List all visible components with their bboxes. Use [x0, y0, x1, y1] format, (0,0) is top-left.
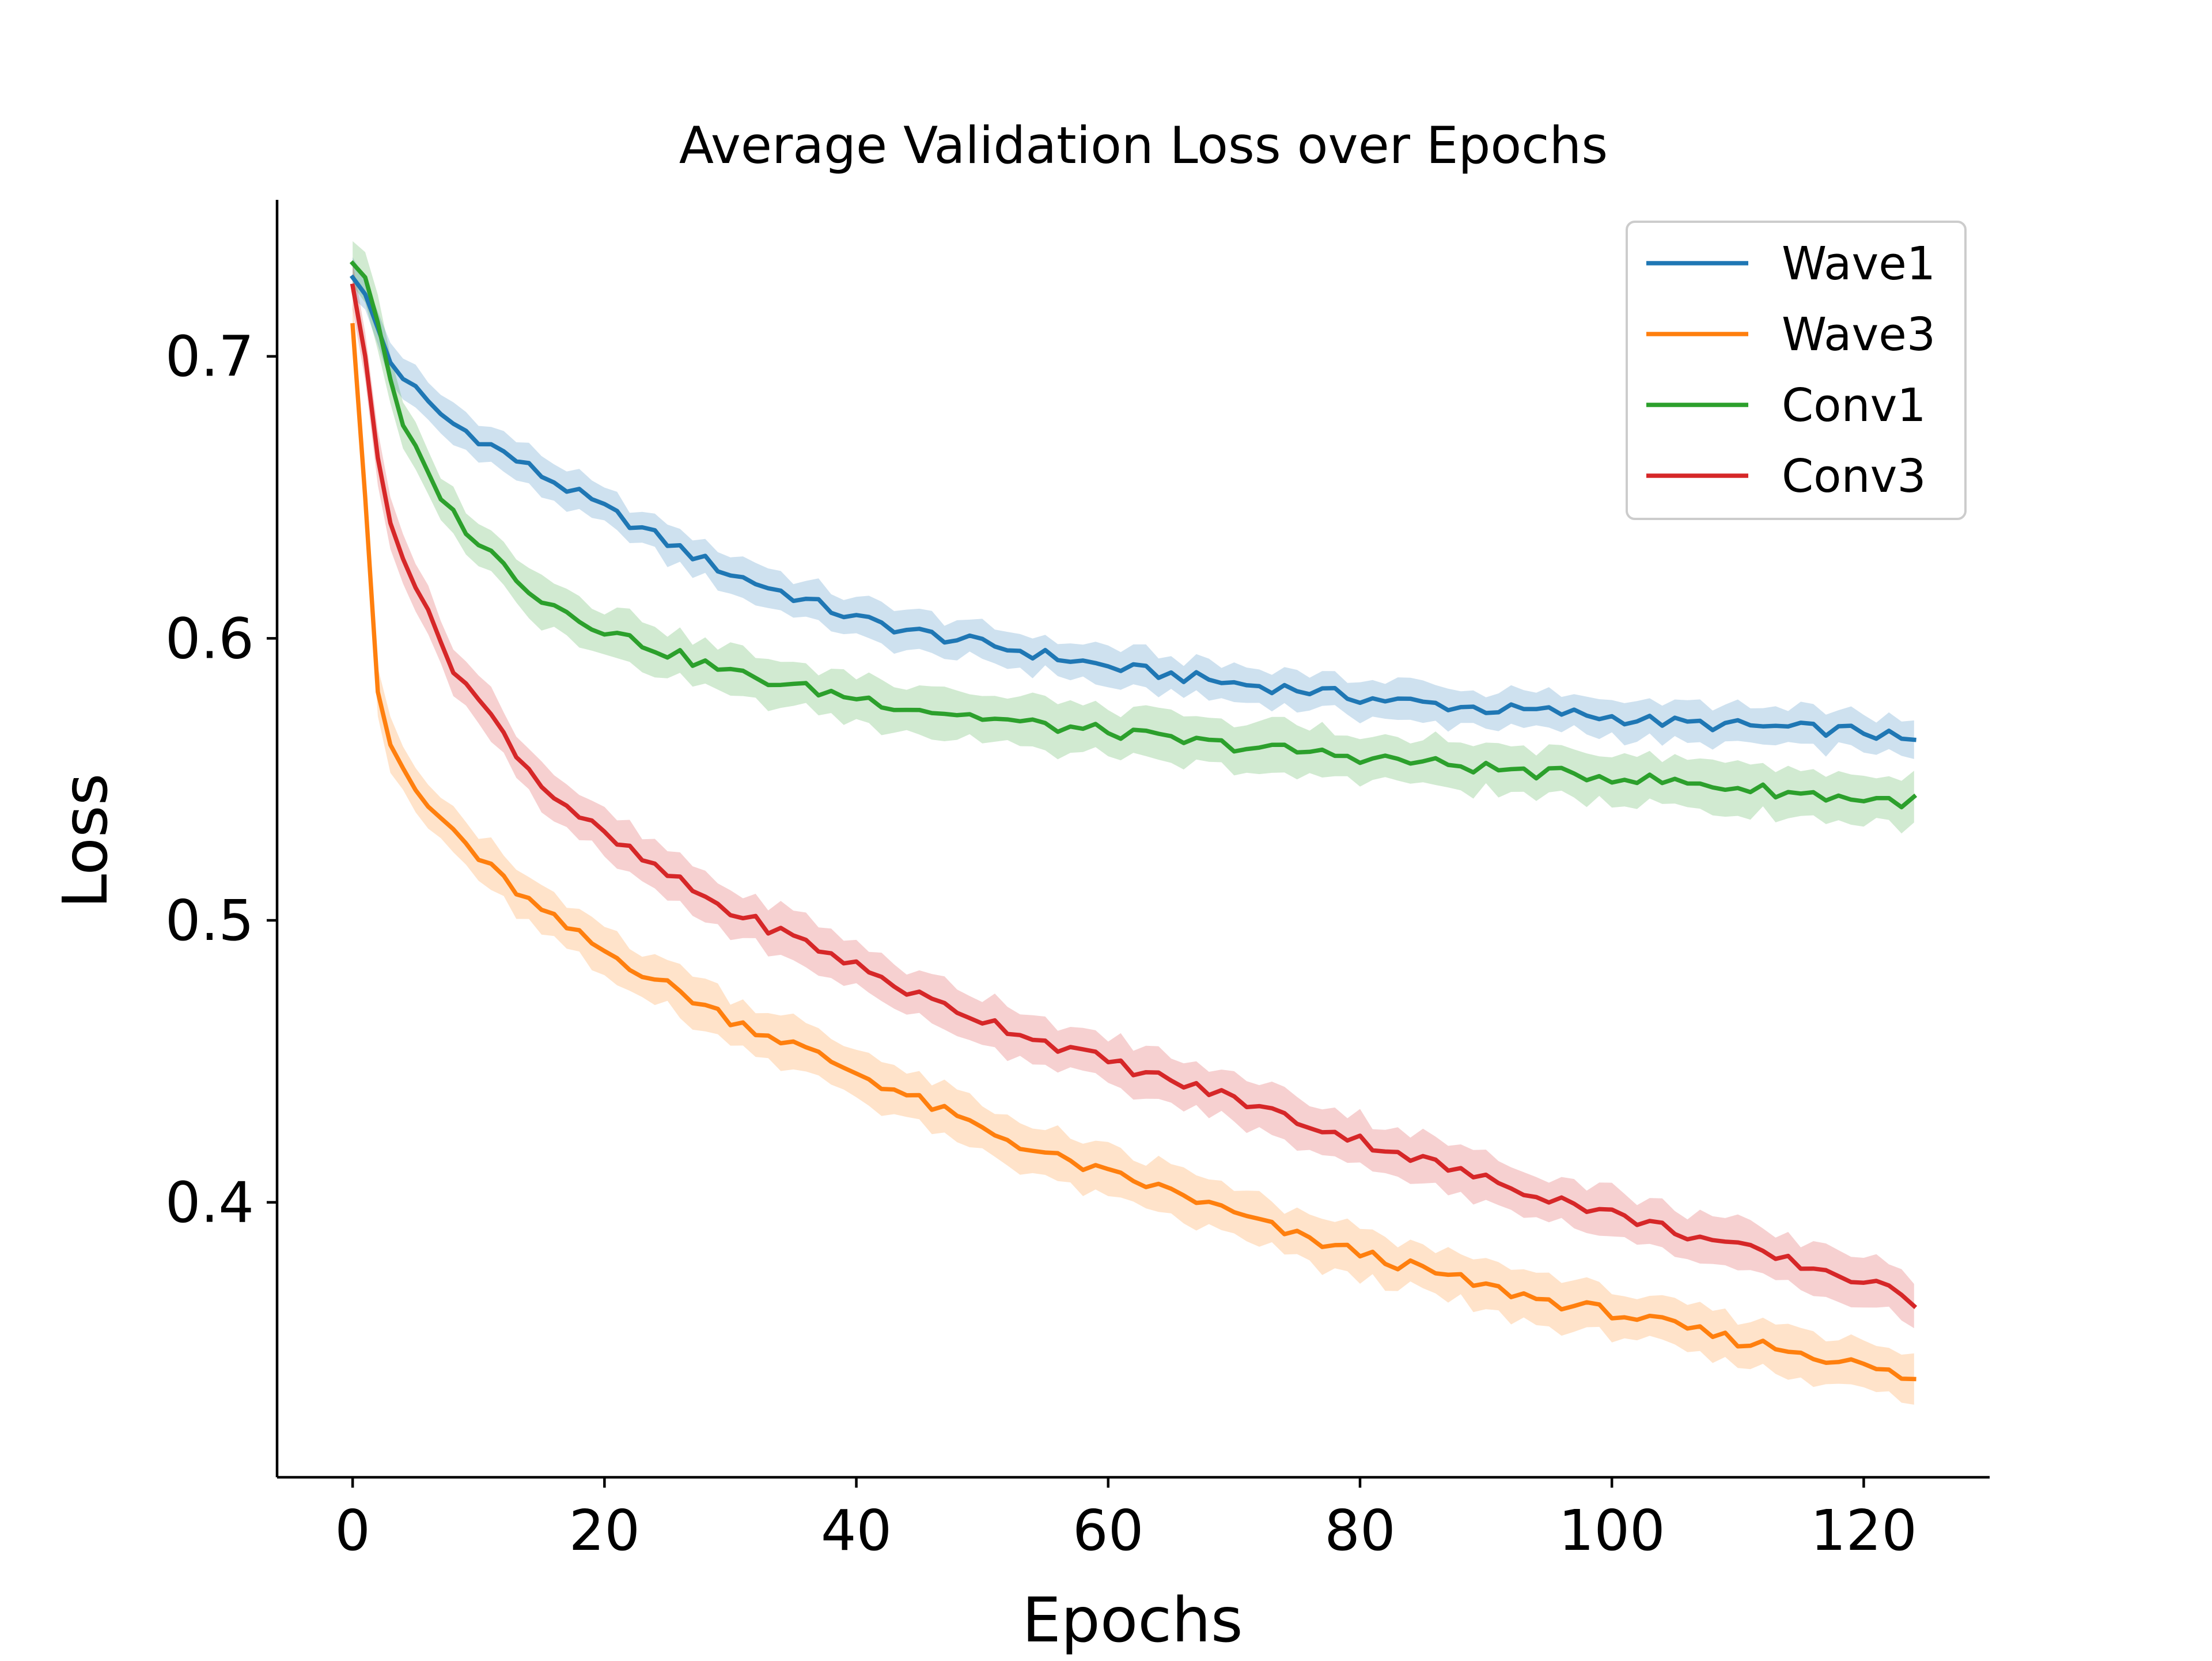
legend-label: Conv3	[1782, 450, 1926, 503]
y-axis-label: Loss	[50, 773, 122, 909]
x-tick-label: 60	[1073, 1498, 1143, 1563]
band-wave3	[353, 301, 1914, 1405]
confidence-bands	[353, 241, 1914, 1405]
y-tick-label: 0.6	[165, 606, 254, 671]
series-line-wave3	[350, 323, 1916, 1382]
band-wave1	[353, 257, 1914, 759]
x-tick-label: 20	[569, 1498, 640, 1563]
y-tick-label: 0.4	[165, 1170, 254, 1235]
series-lines	[349, 260, 1918, 1382]
band-conv1	[353, 241, 1914, 834]
y-tick-label: 0.5	[165, 888, 254, 953]
legend: Wave1 Wave3 Conv1 Conv3	[1626, 221, 1967, 520]
x-tick-label: 120	[1810, 1498, 1917, 1563]
chart-title: Average Validation Loss over Epochs	[679, 116, 1608, 175]
x-ticks: 0 20 40 60 80 100 120	[335, 1477, 1917, 1563]
legend-items: Wave1 Wave3 Conv1 Conv3	[1646, 237, 1936, 503]
series-line-conv1	[349, 260, 1918, 810]
series-line-wave1	[349, 274, 1916, 742]
legend-label: Wave3	[1782, 308, 1936, 361]
axes	[275, 200, 1990, 1479]
y-ticks: 0.4 0.5 0.6 0.7	[165, 324, 277, 1235]
legend-frame	[1626, 221, 1967, 520]
x-tick-label: 0	[335, 1498, 370, 1563]
legend-label: Conv1	[1782, 379, 1926, 432]
y-tick-label: 0.7	[165, 324, 254, 389]
legend-label: Wave1	[1782, 237, 1936, 290]
x-axis-label: Epochs	[1022, 1585, 1243, 1656]
x-tick-label: 100	[1559, 1498, 1665, 1563]
x-tick-label: 40	[821, 1498, 892, 1563]
series-line-conv3	[350, 283, 1918, 1309]
x-tick-label: 80	[1324, 1498, 1395, 1563]
